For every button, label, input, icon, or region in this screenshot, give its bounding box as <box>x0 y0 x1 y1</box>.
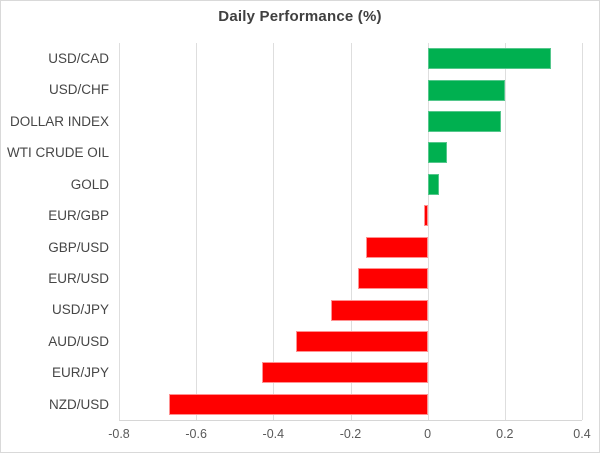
x-tick-label--0.8: -0.8 <box>108 427 130 441</box>
bar-gold <box>427 173 440 195</box>
category-label-dollar-index: DOLLAR INDEX <box>9 113 109 129</box>
gridline-0.4 <box>582 43 583 420</box>
gridline-0.2 <box>505 43 506 420</box>
bar-usd-cad <box>427 48 552 70</box>
bar-wti-crude-oil <box>427 142 447 164</box>
category-label-nzd-usd: NZD/USD <box>49 396 109 412</box>
gridline-0 <box>428 43 429 420</box>
category-label-gbp-usd: GBP/USD <box>48 239 109 255</box>
x-tick-label-0.2: 0.2 <box>496 427 514 441</box>
bar-usd-chf <box>427 79 505 101</box>
category-label-eur-jpy: EUR/JPY <box>51 365 109 381</box>
gridline--0.8 <box>119 43 120 420</box>
x-tick-label--0.2: -0.2 <box>339 427 362 441</box>
chart-title: Daily Performance (%) <box>218 8 382 25</box>
bar-eur-jpy <box>261 362 428 384</box>
category-label-gold: GOLD <box>70 176 109 192</box>
bar-nzd-usd <box>169 393 428 415</box>
x-tick-label--0.6: -0.6 <box>185 427 207 441</box>
bar-eur-gbp <box>423 205 428 227</box>
category-label-eur-gbp: EUR/GBP <box>48 208 109 224</box>
category-label-usd-chf: USD/CHF <box>49 82 109 98</box>
gridline--0.2 <box>351 43 352 420</box>
x-axis-line <box>119 420 582 421</box>
category-label-aud-usd: AUD/USD <box>48 333 109 349</box>
bar-aud-usd <box>296 330 428 352</box>
category-label-wti-crude-oil: WTI CRUDE OIL <box>6 145 109 161</box>
category-label-usd-jpy: USD/JPY <box>51 302 109 318</box>
gridline--0.6 <box>196 43 197 420</box>
category-label-usd-cad: USD/CAD <box>48 51 109 66</box>
bar-gbp-usd <box>365 236 428 258</box>
bar-usd-jpy <box>331 299 428 321</box>
x-tick-label-0.4: 0.4 <box>573 427 591 441</box>
x-tick-label-0: 0 <box>424 427 432 441</box>
gridline--0.4 <box>273 43 274 420</box>
plot-area: -0.8 -0.6 -0.4 -0.2 0 0.2 0.4 USD/CAD USD/CHF DOL… <box>7 43 591 441</box>
category-label-eur-usd: EUR/USD <box>48 270 109 286</box>
x-tick-label--0.4: -0.4 <box>262 427 285 441</box>
bar-dollar-index <box>427 111 501 133</box>
bar-eur-usd <box>358 268 428 290</box>
